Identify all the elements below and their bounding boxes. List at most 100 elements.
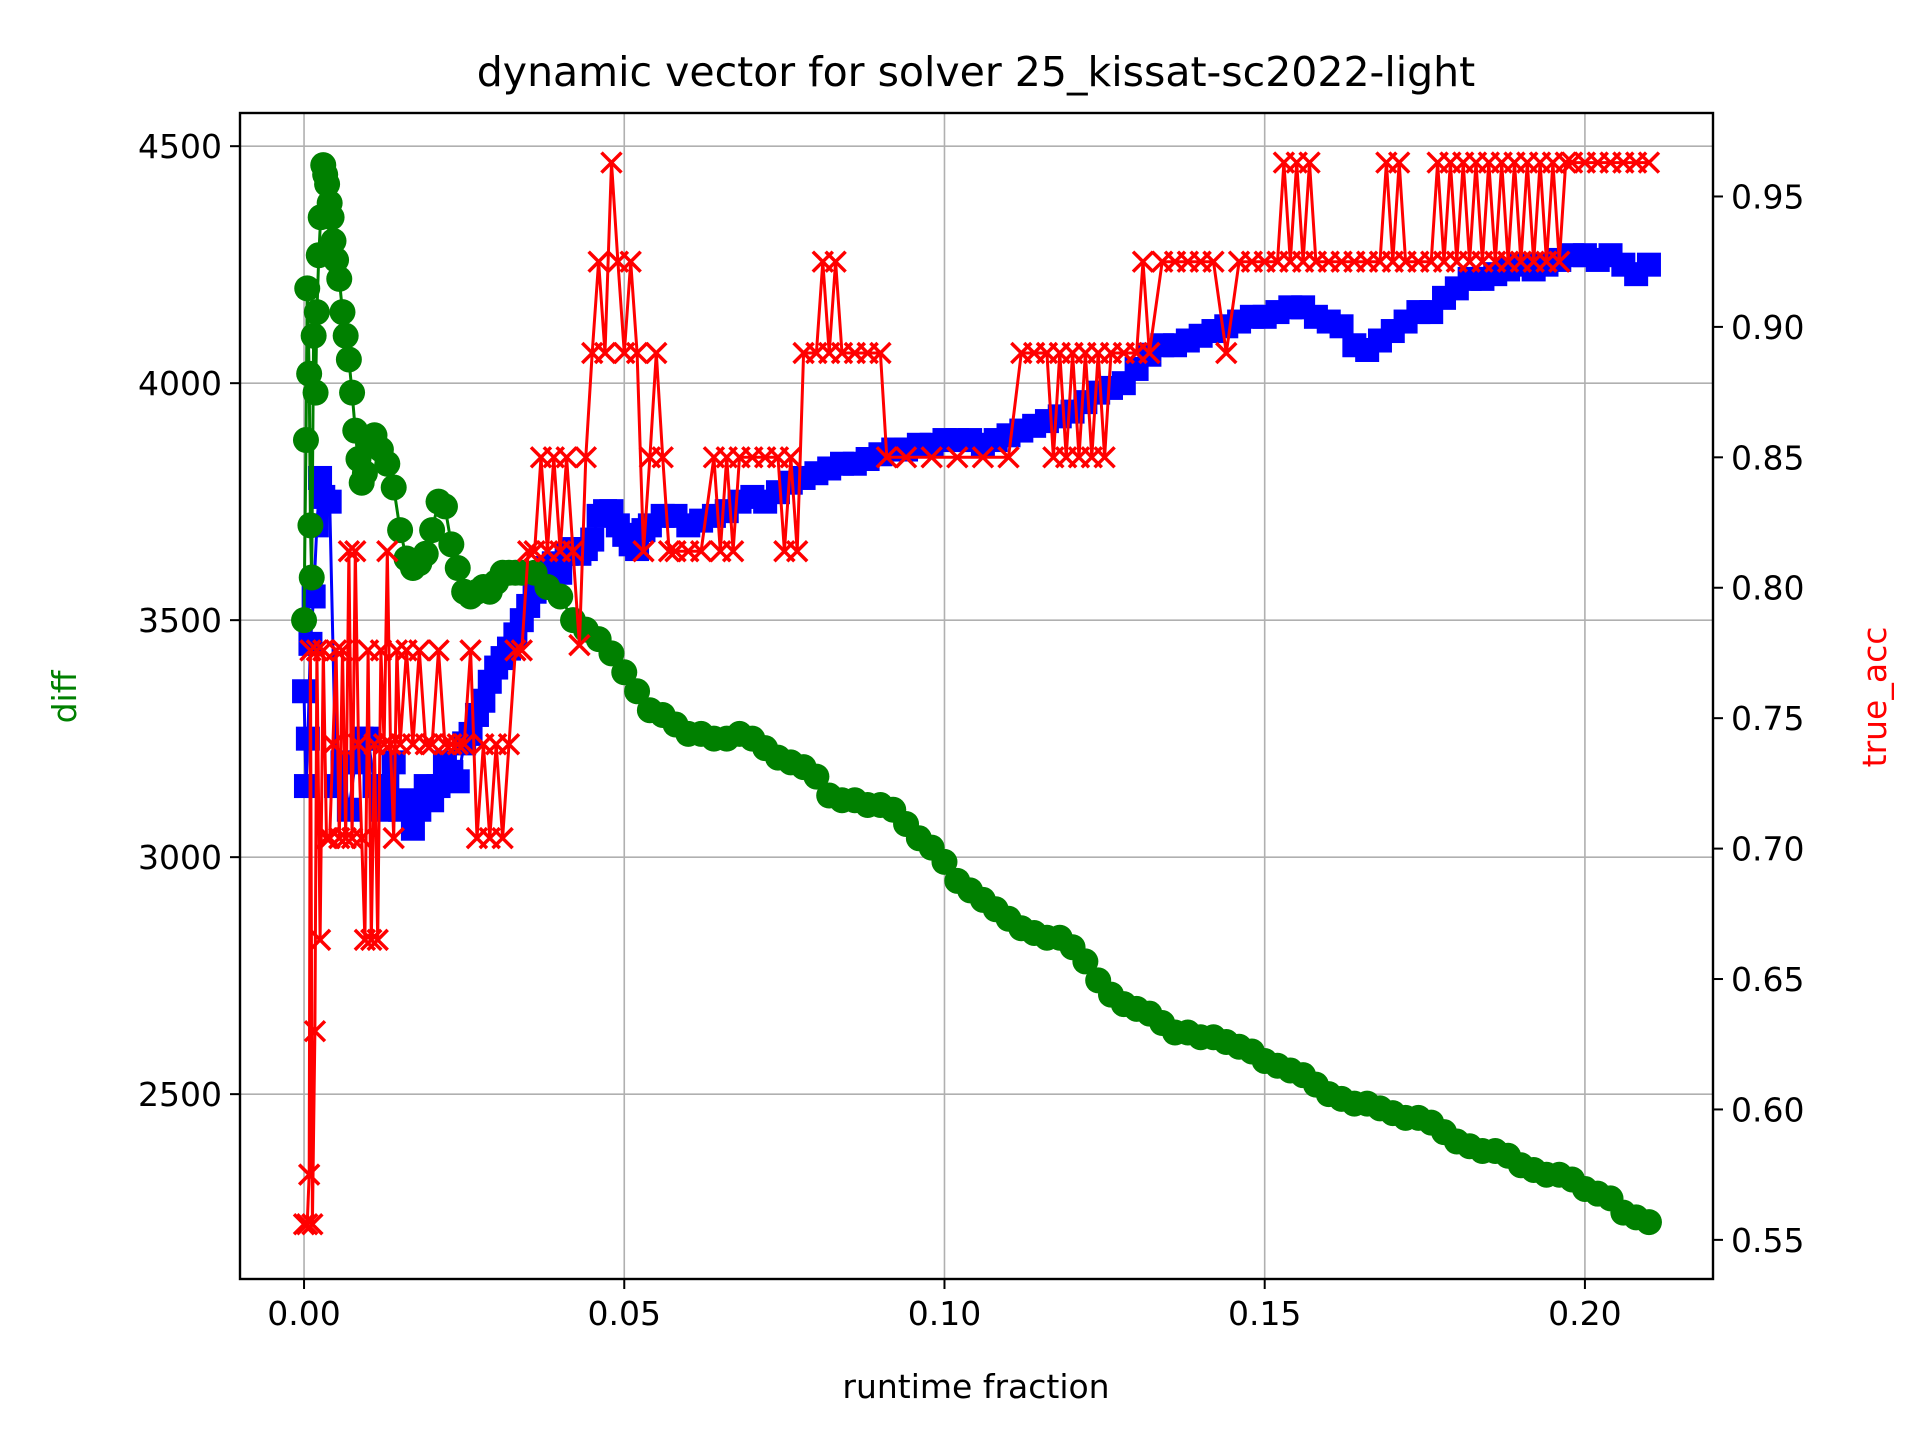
y2-tick-label: 0.70 — [1731, 830, 1804, 869]
data-point-true_acc — [347, 733, 370, 756]
data-point-diff — [374, 450, 401, 477]
data-point-true_acc — [657, 539, 681, 563]
data-point-true_acc — [292, 1212, 316, 1236]
data-point-true_acc — [555, 446, 578, 469]
data-point-true_acc — [920, 446, 943, 469]
data-point-true_acc — [331, 639, 354, 662]
data-point-true_acc — [296, 1212, 319, 1236]
data-point-true_acc — [875, 446, 899, 469]
data-point-diff — [303, 299, 330, 326]
data-point-blue_series — [317, 489, 342, 514]
y-tick-label: 3500 — [138, 601, 222, 640]
data-point-true_acc — [376, 539, 399, 563]
data-point-true_acc — [593, 341, 617, 365]
data-point-diff — [803, 763, 830, 790]
data-point-diff — [298, 564, 325, 591]
data-point-diff — [294, 275, 321, 302]
data-point-diff — [412, 540, 439, 567]
data-point-true_acc — [869, 341, 892, 365]
data-point-true_acc — [568, 633, 591, 657]
data-point-blue_series — [1636, 252, 1661, 277]
y2-tick-label: 0.65 — [1731, 960, 1804, 999]
data-point-true_acc — [894, 446, 918, 469]
data-point-diff — [1635, 1209, 1662, 1236]
data-point-true_acc — [1138, 341, 1161, 365]
data-point-true_acc — [360, 928, 383, 952]
data-point-true_acc — [491, 826, 514, 850]
data-point-true_acc — [408, 639, 431, 662]
data-point-true_acc — [350, 826, 373, 850]
data-point-diff — [318, 204, 345, 231]
data-point-true_acc — [625, 341, 649, 365]
y-tick-label: 4500 — [138, 127, 222, 166]
data-point-true_acc — [303, 1019, 327, 1043]
data-point-true_acc — [305, 639, 329, 662]
series-diff — [291, 152, 1662, 1236]
data-point-true_acc — [561, 539, 585, 563]
x-axis-label: runtime fraction — [842, 1367, 1109, 1406]
data-point-diff — [598, 640, 625, 667]
data-point-true_acc — [689, 539, 713, 563]
data-point-true_acc — [619, 250, 642, 273]
data-point-true_acc — [1298, 151, 1321, 174]
data-point-true_acc — [997, 446, 1020, 469]
data-point-true_acc — [600, 151, 623, 174]
data-point-true_acc — [824, 250, 847, 273]
y-axis-right-label: true_acc — [1855, 627, 1894, 768]
y2-tick-label: 0.80 — [1731, 569, 1804, 608]
y2-tick-label: 0.90 — [1731, 308, 1804, 347]
data-point-diff — [326, 265, 353, 292]
data-point-diff — [611, 659, 638, 686]
data-point-true_acc — [459, 639, 482, 662]
x-tick-label: 0.00 — [267, 1294, 340, 1333]
data-point-diff — [438, 531, 465, 558]
data-point-true_acc — [632, 539, 655, 563]
x-tick-label: 0.20 — [1548, 1294, 1621, 1333]
data-point-true_acc — [385, 639, 409, 662]
data-point-true_acc — [340, 826, 364, 850]
data-point-true_acc — [446, 733, 469, 756]
data-point-true_acc — [334, 826, 357, 850]
x-tick-label: 0.05 — [588, 1294, 661, 1333]
data-point-true_acc — [297, 1163, 321, 1186]
data-point-diff — [300, 322, 327, 349]
data-point-true_acc — [337, 539, 361, 563]
data-point-blue_series — [293, 774, 318, 799]
data-point-true_acc — [363, 733, 386, 756]
data-point-true_acc — [1637, 151, 1661, 174]
y-axis-right: 0.55 0.60 0.65 0.70 0.75 0.80 0.85 0.90 0.95 — [1713, 177, 1804, 1260]
data-point-true_acc — [414, 733, 437, 756]
chart-title: dynamic vector for solver 25_kissat-sc20… — [477, 48, 1475, 96]
plot-series — [291, 151, 1662, 1236]
y2-tick-label: 0.75 — [1731, 699, 1804, 738]
data-point-diff — [339, 379, 366, 406]
data-point-diff — [351, 460, 378, 487]
data-point-true_acc — [372, 733, 396, 756]
data-point-true_acc — [321, 733, 345, 756]
data-point-true_acc — [301, 1212, 324, 1236]
data-point-diff — [332, 322, 359, 349]
data-point-diff — [335, 346, 362, 373]
data-point-true_acc — [587, 250, 610, 273]
data-point-true_acc — [344, 539, 367, 563]
data-point-true_acc — [946, 446, 969, 469]
x-tick-label: 0.15 — [1228, 1294, 1301, 1333]
data-point-true_acc — [651, 446, 674, 469]
data-point-true_acc — [1554, 151, 1577, 174]
data-point-diff — [292, 427, 319, 454]
data-point-true_acc — [366, 928, 389, 952]
series-true_acc — [292, 151, 1661, 1236]
data-point-true_acc — [510, 639, 534, 662]
y-tick-label: 4000 — [138, 364, 222, 403]
data-point-diff — [302, 379, 329, 406]
data-point-true_acc — [497, 733, 521, 756]
y2-tick-label: 0.95 — [1731, 177, 1804, 216]
data-point-true_acc — [452, 733, 476, 756]
data-point-true_acc — [1387, 151, 1411, 174]
data-point-true_acc — [645, 341, 668, 365]
data-point-diff — [297, 512, 324, 539]
data-point-diff — [320, 227, 347, 254]
y2-tick-label: 0.85 — [1731, 438, 1804, 477]
grid-lines — [240, 113, 1713, 1279]
